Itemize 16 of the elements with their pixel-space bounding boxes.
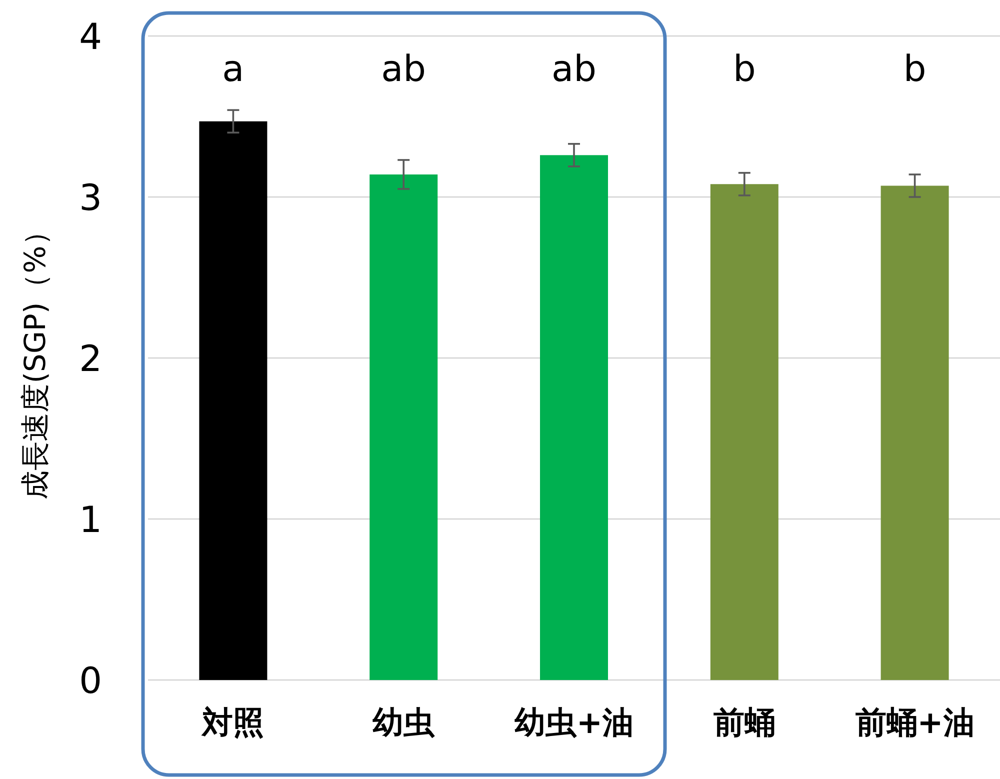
y-tick-label: 4 [79,17,102,58]
x-tick-label: 幼虫 [372,705,436,741]
x-tick-label: 対照 [201,705,264,741]
annotation: a [222,49,244,90]
x-tick-label: 前蛹+油 [855,705,974,741]
annotation: b [732,49,756,90]
x-tick-label: 前蛹 [713,705,776,741]
y-tick-label: 0 [79,661,102,702]
y-tick-label: 2 [79,339,102,380]
annotation: b [903,49,926,90]
x-tick-label: 幼虫+油 [514,705,634,741]
y-axis-title: 成長速度(SGP)（%） [18,216,52,500]
annotation: ab [381,49,426,90]
annotation: ab [552,49,596,90]
y-tick-label: 1 [79,500,102,541]
y-tick-label: 3 [79,178,102,219]
